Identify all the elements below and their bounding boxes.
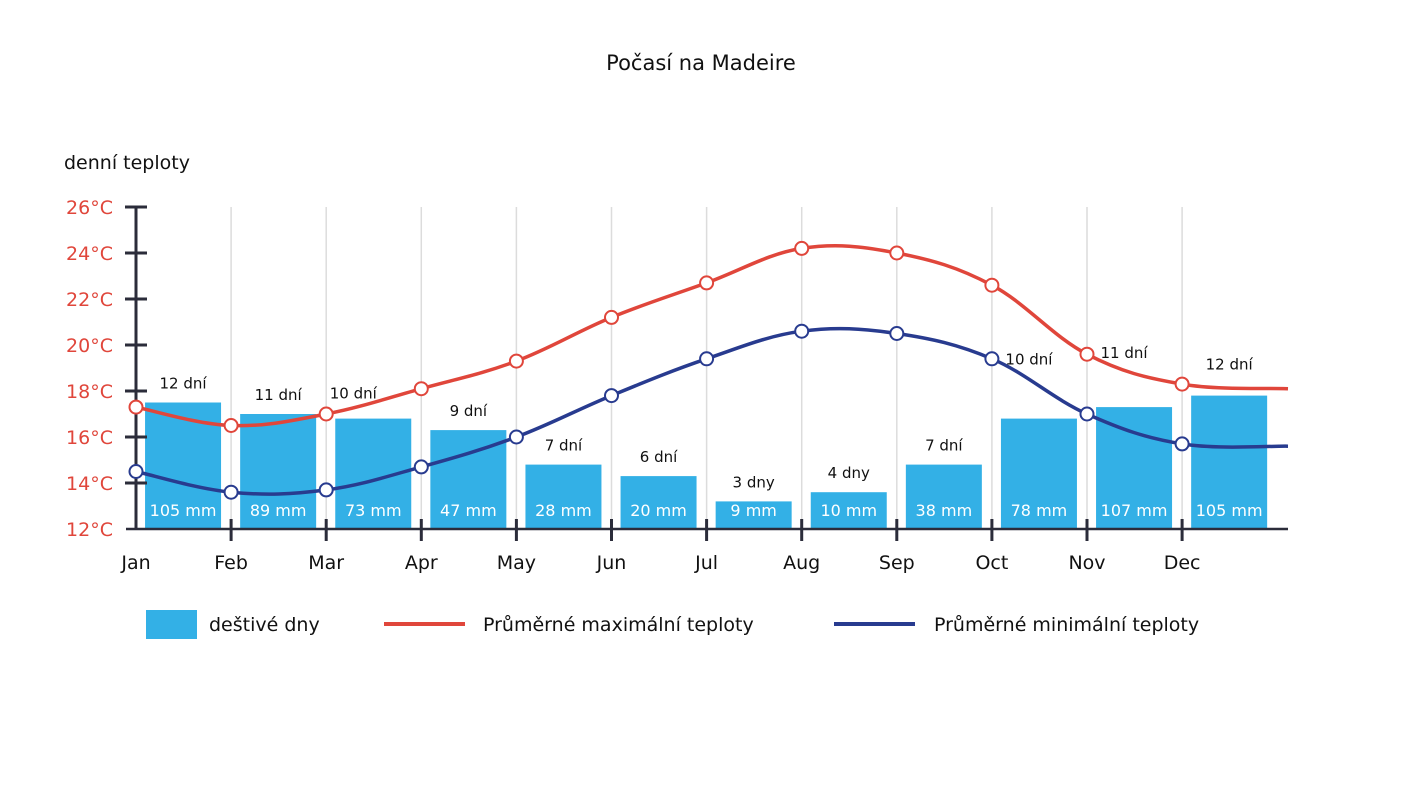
rain-bar xyxy=(525,464,602,529)
min-temp-point xyxy=(794,323,810,339)
rain-bar xyxy=(1000,418,1077,529)
rainy-days-label: 12 dní xyxy=(1206,356,1254,374)
rainy-days-label: 12 dní xyxy=(160,375,208,393)
min-temp-point xyxy=(508,429,524,445)
x-tick-label: Sep xyxy=(879,552,915,574)
y-tick-label: 18°C xyxy=(66,381,113,403)
grid-lines xyxy=(230,207,1183,529)
x-tick-label: Feb xyxy=(214,552,248,574)
rainfall-label: 107 mm xyxy=(1101,501,1168,520)
y-axis-label: denní teploty xyxy=(64,152,190,174)
min-temp-point xyxy=(604,388,619,404)
max-temp-point xyxy=(223,418,239,433)
rainfall-label: 73 mm xyxy=(345,501,402,520)
min-temp-point xyxy=(699,351,715,367)
max-temp-point xyxy=(318,406,334,422)
y-tick-label: 12°C xyxy=(66,519,113,541)
rainfall-label: 9 mm xyxy=(730,501,776,520)
x-tick-label: Apr xyxy=(405,552,438,574)
rainfall-label: 28 mm xyxy=(535,501,592,520)
rainy-days-label: 4 dny xyxy=(828,464,870,482)
rainy-days-label: 11 dní xyxy=(255,386,303,404)
max-temp-point xyxy=(889,245,905,261)
max-temp-point xyxy=(699,275,715,291)
max-temp-point xyxy=(794,240,810,256)
rainy-days-label: 6 dní xyxy=(640,448,678,466)
max-temp-point xyxy=(413,381,429,397)
rainy-days-label: 7 dní xyxy=(925,437,963,455)
min-temp-point xyxy=(128,464,144,479)
y-tick-label: 16°C xyxy=(66,427,113,449)
y-tick-label: 24°C xyxy=(66,243,113,265)
max-temp-point xyxy=(1079,346,1095,362)
rainfall-label: 78 mm xyxy=(1011,501,1068,520)
y-tick-label: 20°C xyxy=(66,335,113,357)
rain-bar xyxy=(715,501,792,529)
min-temp-point xyxy=(984,351,1000,367)
rainy-days-label: 10 dní xyxy=(1005,351,1053,369)
rainy-days-label: 7 dní xyxy=(545,437,583,455)
rainfall-label: 105 mm xyxy=(150,501,217,520)
x-tick-label: Jan xyxy=(120,552,150,574)
x-tick-label: Nov xyxy=(1068,552,1105,574)
min-temp-point xyxy=(223,484,239,500)
legend-label-max-temp: Průměrné maximální teploty xyxy=(483,614,754,636)
legend-swatch-rainy-days xyxy=(146,610,197,639)
rainfall-bars xyxy=(145,395,1268,529)
max-temp-line xyxy=(135,244,1289,428)
x-tick-label: Jul xyxy=(694,552,718,574)
y-tick-label: 14°C xyxy=(66,473,113,495)
rainfall-label: 10 mm xyxy=(820,501,877,520)
rainy-days-label: 10 dní xyxy=(330,385,378,403)
min-temp-point xyxy=(889,326,905,341)
y-tick-label: 22°C xyxy=(66,289,113,311)
x-tick-label: May xyxy=(497,552,536,574)
data-labels: 105 mm 12 dní 89 mm 11 dní 73 mm 10 dní 47 mm 9… xyxy=(150,344,1263,520)
x-tick-label: Aug xyxy=(783,552,820,574)
rainfall-label: 20 mm xyxy=(630,501,687,520)
min-temp-point xyxy=(318,482,334,498)
x-tick-label: Oct xyxy=(975,552,1008,574)
rainfall-label: 105 mm xyxy=(1196,501,1263,520)
x-tick-label: Jun xyxy=(596,552,627,574)
min-temp-point xyxy=(1174,436,1190,452)
rainy-days-label: 3 dny xyxy=(733,473,775,491)
x-tick-label: Mar xyxy=(308,552,344,574)
rainy-days-label: 11 dní xyxy=(1101,344,1149,362)
rain-bar xyxy=(240,414,317,529)
min-temp-point xyxy=(413,459,429,475)
legend: deštivé dny Průměrné maximální teploty P… xyxy=(146,610,1199,639)
min-temp-point xyxy=(1079,406,1095,422)
rain-bar xyxy=(1096,407,1173,529)
y-tick-label: 26°C xyxy=(66,197,113,219)
axes: 12°C 14°C 16°C 18°C 20°C 22°C 24°C 26°C Jan Feb Ma… xyxy=(66,197,1288,574)
rainfall-label: 47 mm xyxy=(440,501,497,520)
rainy-days-label: 9 dní xyxy=(450,402,488,420)
legend-label-min-temp: Průměrné minimální teploty xyxy=(934,614,1199,636)
rainfall-label: 89 mm xyxy=(250,501,307,520)
max-temp-point xyxy=(604,309,619,325)
rain-bar xyxy=(1191,395,1268,529)
temperature-lines xyxy=(128,240,1289,500)
max-temp-point xyxy=(1174,376,1190,392)
x-tick-label: Dec xyxy=(1164,552,1201,574)
rainfall-label: 38 mm xyxy=(916,501,973,520)
legend-label-rainy-days: deštivé dny xyxy=(209,614,320,636)
chart-title: Počasí na Madeire xyxy=(606,51,796,75)
rain-bar xyxy=(810,492,887,529)
max-temp-point xyxy=(984,277,1000,293)
max-temp-point xyxy=(508,353,524,369)
max-temp-point xyxy=(128,399,144,415)
rain-bar xyxy=(905,464,982,529)
rain-bar xyxy=(620,476,697,529)
